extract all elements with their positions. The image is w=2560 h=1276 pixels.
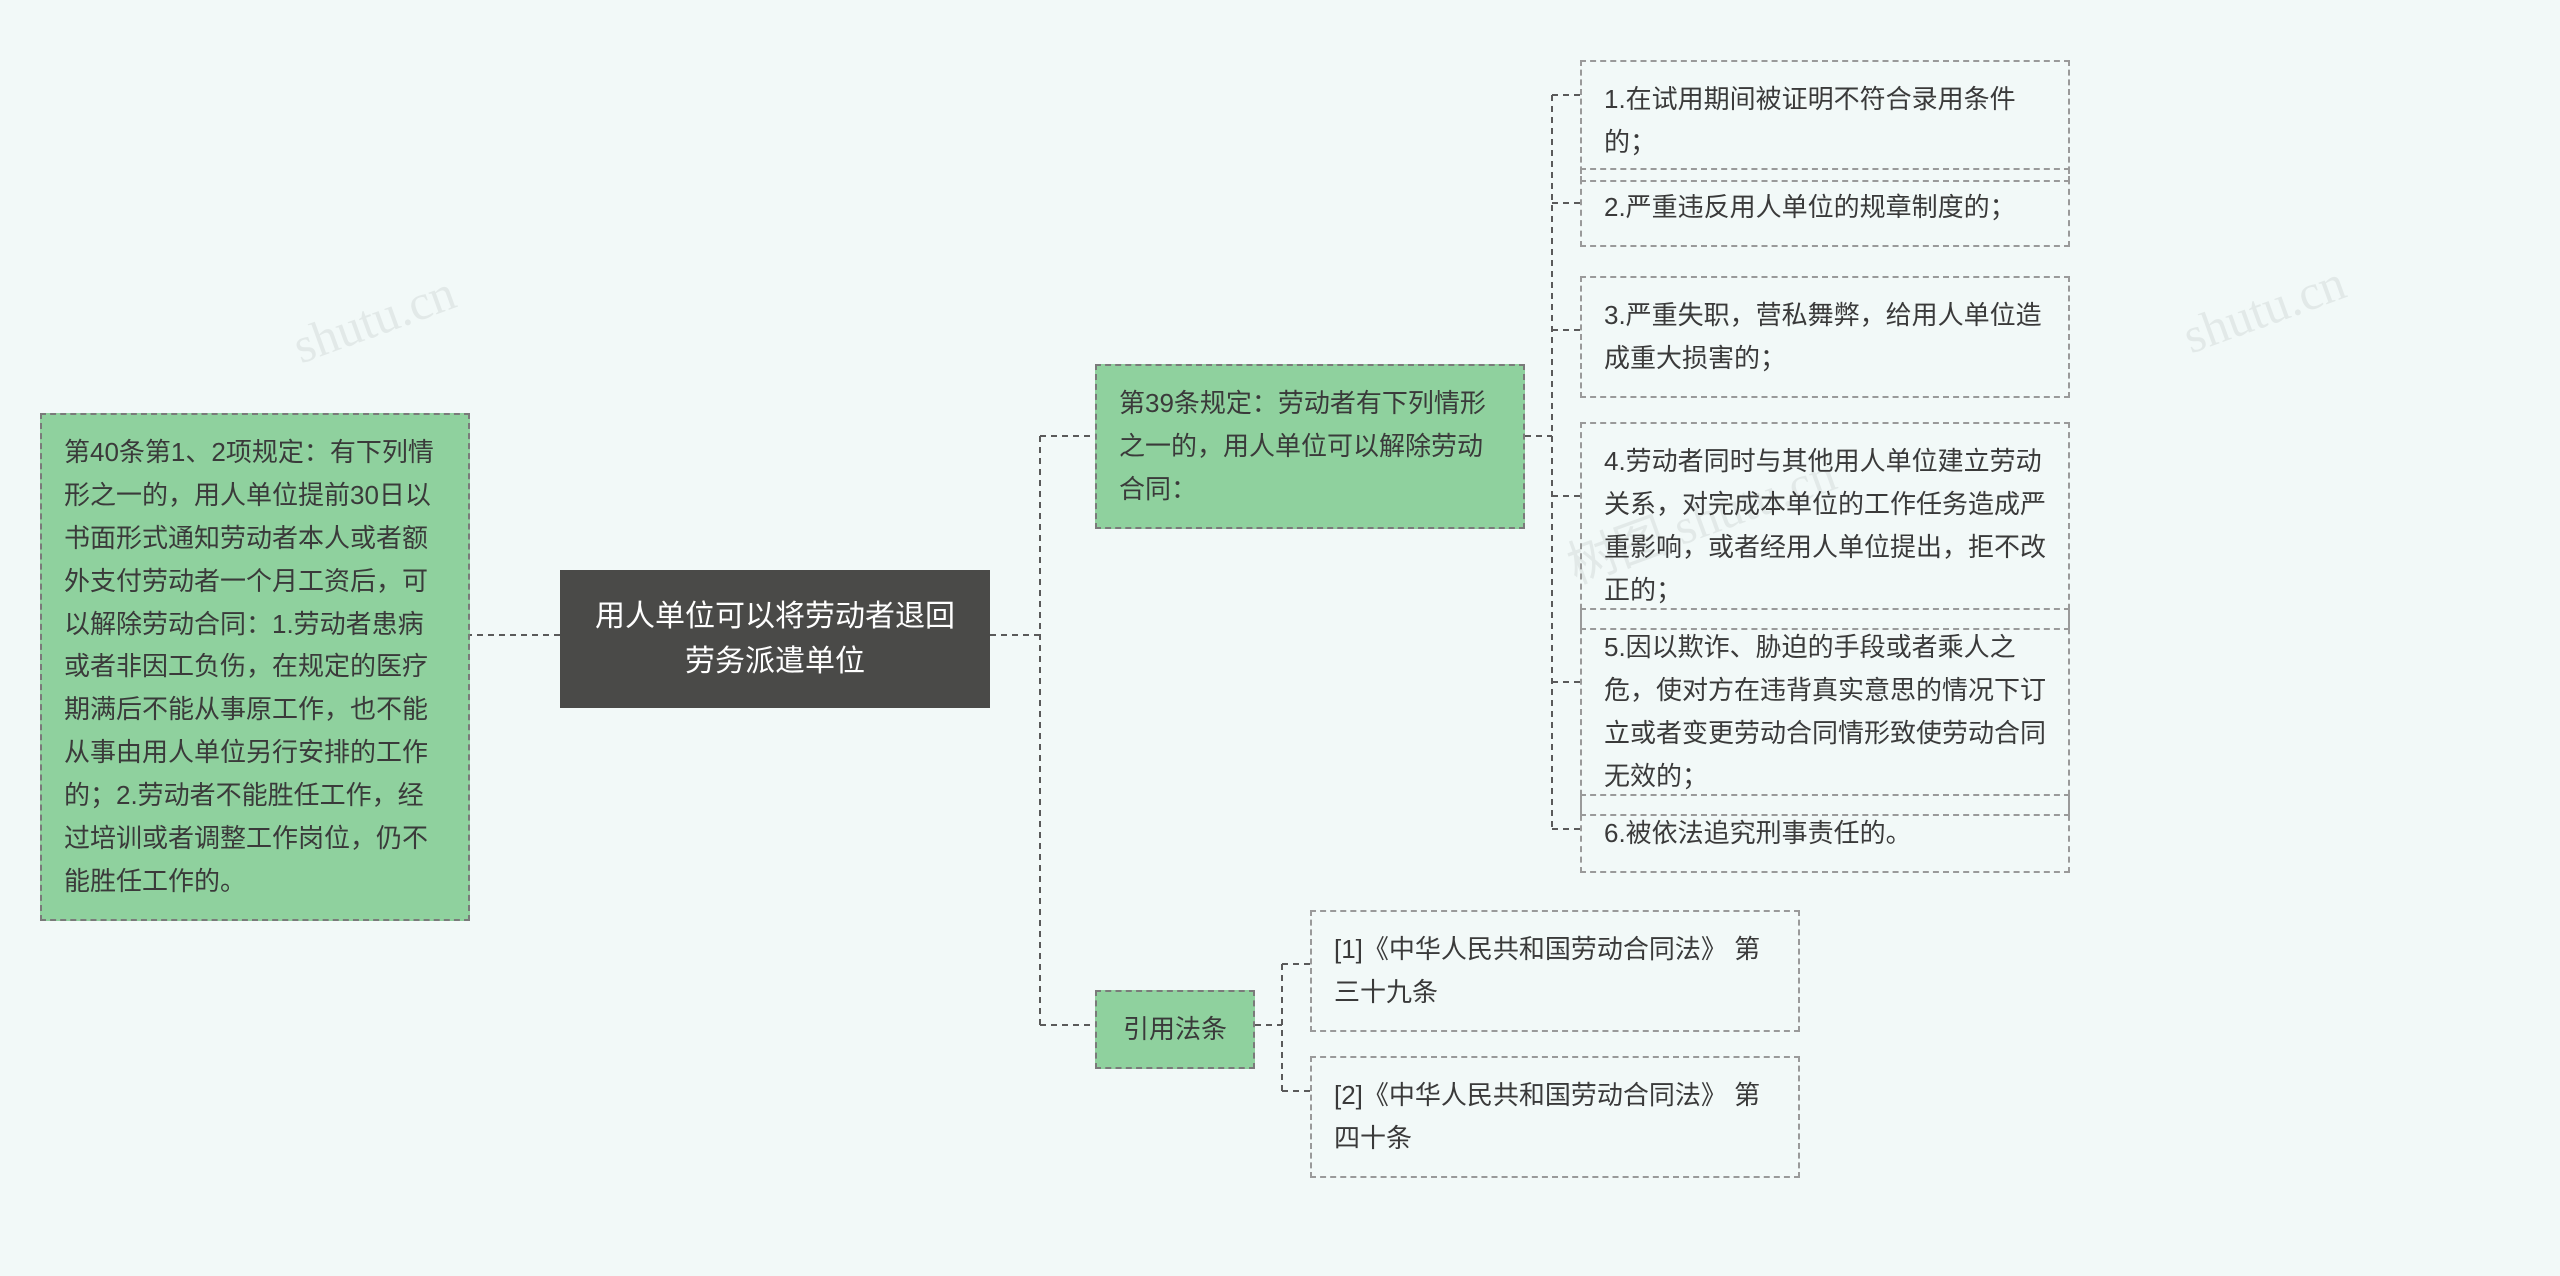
article39-item-1: 1.在试用期间被证明不符合录用条件的； <box>1580 60 2070 182</box>
citation-item-2: [2]《中华人民共和国劳动合同法》 第四十条 <box>1310 1056 1800 1178</box>
watermark: shutu.cn <box>2175 253 2353 365</box>
node-article-40: 第40条第1、2项规定：有下列情形之一的，用人单位提前30日以书面形式通知劳动者… <box>40 413 470 921</box>
article39-item-4: 4.劳动者同时与其他用人单位建立劳动关系，对完成本单位的工作任务造成严重影响，或… <box>1580 422 2070 630</box>
node-citations: 引用法条 <box>1095 990 1255 1069</box>
article39-item-3: 3.严重失职，营私舞弊，给用人单位造成重大损害的； <box>1580 276 2070 398</box>
citation-item-1: [1]《中华人民共和国劳动合同法》 第三十九条 <box>1310 910 1800 1032</box>
watermark: shutu.cn <box>285 263 463 375</box>
mindmap-root: 用人单位可以将劳动者退回劳务派遣单位 <box>560 570 990 708</box>
article39-item-5: 5.因以欺诈、胁迫的手段或者乘人之危，使对方在违背真实意思的情况下订立或者变更劳… <box>1580 608 2070 816</box>
article39-item-6: 6.被依法追究刑事责任的。 <box>1580 794 2070 873</box>
node-article-39: 第39条规定：劳动者有下列情形之一的，用人单位可以解除劳动合同： <box>1095 364 1525 529</box>
article39-item-2: 2.严重违反用人单位的规章制度的； <box>1580 168 2070 247</box>
